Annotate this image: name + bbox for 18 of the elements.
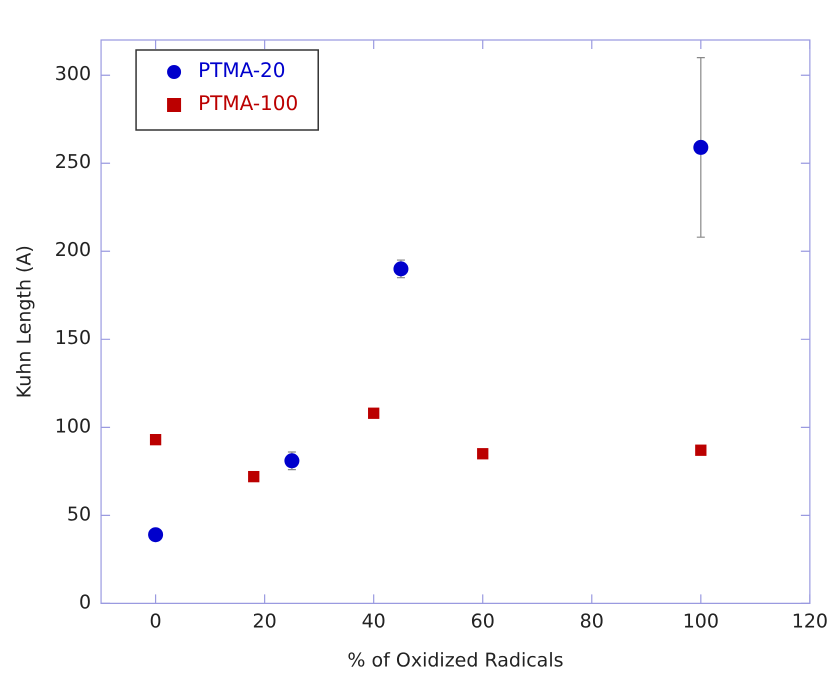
y-tick-label: 100 bbox=[54, 415, 92, 438]
y-axis-title: Kuhn Length (A) bbox=[13, 245, 36, 398]
x-tick-label: 80 bbox=[580, 610, 604, 633]
legend-label: PTMA-20 bbox=[198, 58, 286, 82]
y-tick-label: 150 bbox=[54, 327, 92, 350]
legend-label: PTMA-100 bbox=[198, 91, 298, 116]
x-tick-label: 120 bbox=[792, 610, 828, 633]
x-tick-label: 100 bbox=[682, 610, 719, 633]
x-axis-title: % of Oxidized Radicals bbox=[347, 650, 564, 672]
x-tick-label: 0 bbox=[150, 610, 162, 633]
y-tick-label: 200 bbox=[54, 239, 92, 262]
y-tick-label: 0 bbox=[78, 591, 92, 614]
y-tick-label: 250 bbox=[54, 151, 92, 174]
x-tick-label: 60 bbox=[470, 610, 495, 633]
y-tick-label: 300 bbox=[54, 63, 92, 86]
x-tick-label: 40 bbox=[362, 610, 386, 633]
y-tick-label: 50 bbox=[66, 503, 92, 526]
x-tick-label: 20 bbox=[252, 610, 277, 633]
